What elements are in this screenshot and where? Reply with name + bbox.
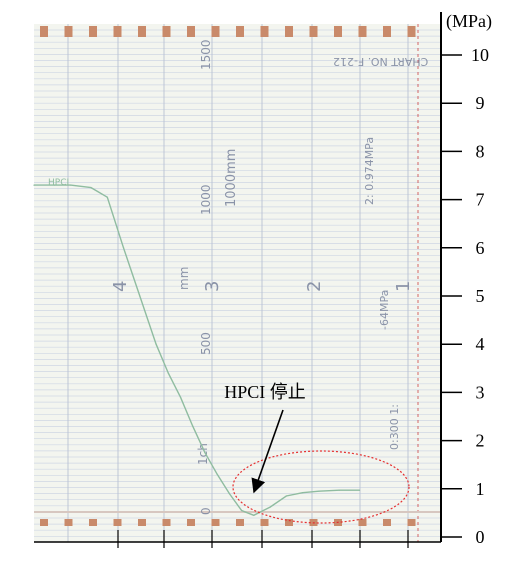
trace-point [285, 495, 287, 497]
trace-point [253, 514, 255, 516]
trace-point [179, 396, 182, 398]
sprocket-hole [211, 26, 220, 37]
trace-point [204, 452, 206, 454]
trace-point [70, 184, 72, 186]
sprocket-hole [138, 26, 146, 37]
trace-point [338, 489, 340, 491]
sprocket-hole [260, 26, 269, 37]
sprocket-hole [138, 519, 146, 526]
sprocket-hole [64, 519, 73, 526]
sprocket-hole [407, 519, 416, 526]
sprocket-hole [407, 26, 416, 37]
trace-point [192, 425, 194, 427]
printed-marks: CHART NO. F-212 2: 0.974MPa -64MPa 0:300… [48, 39, 428, 515]
trace-point [106, 196, 108, 198]
y-tick-label: 10 [471, 45, 489, 65]
chart-paper [34, 24, 441, 542]
sprocket-hole [162, 519, 171, 526]
ratio-text: 0:300 1: [388, 404, 401, 450]
y-tick-label: 1 [476, 479, 485, 499]
sprocket-hole [358, 26, 367, 37]
trace-points [33, 184, 361, 516]
y-tick-label: 6 [476, 238, 485, 258]
sprocket-hole [64, 26, 73, 37]
division-mark-1: 1 [393, 281, 414, 292]
time-mark-0: 0 [199, 507, 213, 515]
trace-point [90, 186, 92, 189]
y-tick-label: 4 [476, 334, 485, 354]
trace-point [122, 247, 125, 249]
trace-point [216, 473, 218, 475]
y-tick-label: 9 [476, 93, 485, 113]
sprocket-hole [113, 26, 122, 37]
y-tick-label: 8 [476, 141, 485, 161]
sprocket-hole [211, 519, 220, 526]
trace-point [155, 343, 157, 345]
sprocket-hole [162, 26, 171, 37]
sprocket-holes-top [40, 26, 416, 37]
sprocket-hole [383, 519, 391, 526]
paper-grid [34, 24, 441, 542]
sprocket-hole [285, 519, 293, 526]
trace-point [139, 295, 141, 297]
sprocket-hole [40, 26, 48, 37]
y-tick-label: 3 [476, 382, 485, 402]
annotation-label: HPCI 停止 [224, 382, 306, 402]
trace-point [318, 490, 320, 492]
sprocket-hole [285, 26, 293, 37]
sprocket-hole [187, 519, 195, 526]
chart-number-text: CHART NO. F-212 [333, 55, 428, 68]
sprocket-hole [113, 519, 122, 526]
sprocket-hole [358, 519, 367, 526]
y-tick-label: 2 [476, 431, 485, 451]
trace-point [228, 493, 230, 495]
sprocket-hole [89, 519, 97, 526]
sprocket-hole [383, 26, 391, 37]
sprocket-hole [236, 519, 244, 526]
sprocket-hole [334, 26, 342, 37]
y-tick-label: 0 [476, 527, 485, 547]
y-axis-ticks: 0 1 2 3 4 5 6 7 8 9 10 [441, 45, 489, 547]
trace-point [302, 492, 304, 494]
sprocket-hole [40, 519, 48, 526]
time-label-text: 1ch [196, 443, 210, 465]
division-mark-2: 2 [304, 281, 325, 292]
sprocket-hole [309, 26, 318, 37]
annotation-arrow [251, 409, 284, 494]
highlight-ellipse [232, 450, 410, 524]
sprocket-hole [89, 26, 97, 37]
time-mark-500: 500 [199, 332, 213, 355]
y-tick-label: 7 [476, 190, 485, 210]
trace-point [167, 372, 169, 374]
trace-point [359, 489, 361, 491]
sprocket-hole [187, 26, 195, 37]
time-mark-1500: 1500 [199, 39, 213, 70]
range-text: -64MPa [378, 290, 391, 330]
division-mark-3: 3 [202, 281, 223, 292]
y-axis-unit: (MPa) [446, 11, 492, 32]
trace-point [33, 184, 35, 186]
time-mark-1000: 1000 [199, 184, 213, 215]
trace-point [240, 509, 243, 512]
division-mark-4: 4 [110, 281, 131, 292]
trace-point [269, 506, 271, 508]
sprocket-hole [236, 26, 244, 37]
scale-text: 2: 0.974MPa [363, 137, 376, 205]
trace-label-text: HPCI [48, 178, 69, 188]
sprocket-holes-bottom [34, 511, 441, 526]
x-axis-ticks [117, 530, 409, 548]
y-tick-label: 5 [476, 286, 485, 306]
sprocket-hole [260, 519, 269, 526]
speed-unit-text: mm [177, 267, 191, 290]
trace-point [53, 184, 55, 186]
pressure-trace [34, 184, 360, 517]
paper-speed-text: 1000mm [224, 149, 239, 207]
